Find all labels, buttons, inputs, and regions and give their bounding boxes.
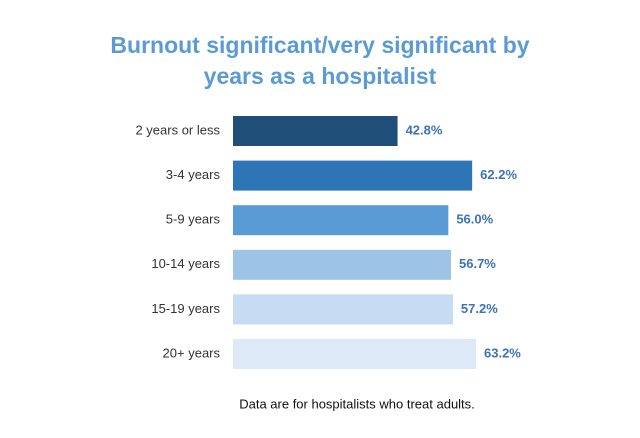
category-label: 15-19 years	[151, 301, 220, 316]
value-label: 42.8%	[406, 122, 443, 137]
category-label: 3-4 years	[166, 167, 221, 182]
value-label: 62.2%	[480, 167, 517, 182]
bar	[233, 116, 398, 146]
footnote: Data are for hospitalists who treat adul…	[239, 396, 475, 411]
category-label: 2 years or less	[135, 122, 220, 137]
bar	[233, 160, 473, 191]
category-label: 5-9 years	[166, 212, 221, 227]
value-label: 56.0%	[456, 212, 493, 227]
bar	[233, 294, 453, 325]
category-label: 20+ years	[163, 345, 221, 360]
value-label: 56.7%	[459, 256, 496, 271]
bar	[233, 249, 452, 280]
value-label: 63.2%	[484, 345, 521, 360]
chart-title: Burnout significant/very significant by …	[110, 32, 530, 89]
category-label: 10-14 years	[151, 256, 220, 271]
value-label: 57.2%	[461, 301, 498, 316]
bar	[233, 205, 449, 236]
bar	[233, 339, 477, 369]
